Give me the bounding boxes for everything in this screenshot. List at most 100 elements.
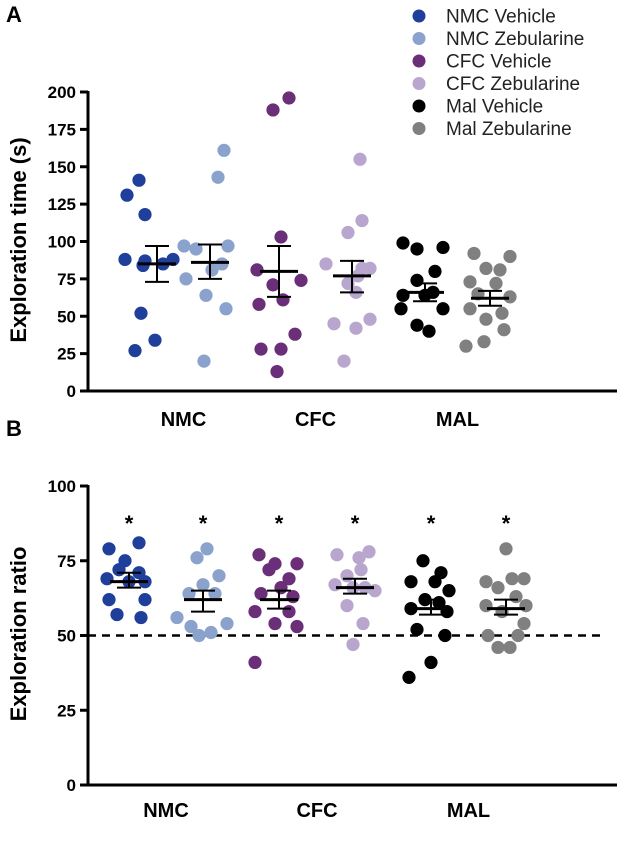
data-point <box>436 302 450 316</box>
data-point <box>349 321 363 335</box>
significance-marker: * <box>199 511 208 536</box>
data-point <box>134 610 148 625</box>
data-point <box>481 628 495 643</box>
y-tick-label: 100 <box>48 233 76 252</box>
data-point <box>184 619 198 634</box>
group-label: MAL <box>436 409 479 431</box>
data-point <box>328 578 342 592</box>
data-point <box>352 551 366 565</box>
legend-marker <box>412 122 426 135</box>
data-point <box>479 599 493 613</box>
data-point <box>509 590 523 604</box>
legend-label: NMC Vehicle <box>446 7 556 28</box>
data-point <box>288 327 302 341</box>
data-point <box>268 616 282 631</box>
data-point <box>519 599 533 613</box>
data-point <box>503 249 517 264</box>
data-point <box>497 323 511 337</box>
data-point <box>511 628 525 643</box>
data-point <box>196 578 210 592</box>
data-point <box>102 542 116 556</box>
data-point <box>362 545 376 559</box>
y-tick-label: 50 <box>57 307 76 326</box>
data-point <box>170 610 184 625</box>
data-point <box>266 103 280 117</box>
data-point <box>200 542 214 556</box>
significance-marker: * <box>125 511 134 536</box>
data-point <box>404 601 418 616</box>
data-point <box>363 312 377 326</box>
data-point <box>132 536 146 550</box>
data-point <box>102 593 116 607</box>
y-tick-label: 200 <box>48 83 76 102</box>
data-point <box>353 152 367 166</box>
data-point <box>404 575 418 589</box>
data-point <box>319 257 333 271</box>
data-point <box>416 554 430 568</box>
legend-label: Mal Zebularine <box>446 119 572 140</box>
data-point <box>262 563 276 577</box>
group-label: CFC <box>295 409 336 431</box>
significance-marker: * <box>427 511 436 536</box>
data-point <box>517 616 531 631</box>
data-point <box>252 297 266 311</box>
data-point <box>489 276 503 290</box>
data-point <box>463 302 477 316</box>
data-point <box>274 230 288 244</box>
data-point <box>477 335 491 349</box>
legend-marker <box>412 54 426 68</box>
data-point <box>410 242 424 256</box>
data-point <box>428 575 442 589</box>
data-point <box>337 354 351 368</box>
data-point <box>199 288 213 302</box>
group-label: NMC <box>161 409 207 431</box>
data-point <box>368 584 382 598</box>
panel-b-y-axis-label: Exploration ratio <box>6 547 31 722</box>
data-point <box>410 318 424 332</box>
y-tick-label: 75 <box>57 270 76 289</box>
significance-marker: * <box>502 511 511 536</box>
data-point <box>517 572 531 586</box>
legend-label: Mal Vehicle <box>446 97 543 118</box>
data-point <box>274 342 288 356</box>
data-point <box>499 542 513 556</box>
y-tick-label: 0 <box>67 776 76 795</box>
significance-marker: * <box>351 511 360 536</box>
data-point <box>503 640 517 655</box>
y-tick-label: 75 <box>57 552 76 571</box>
data-point <box>354 563 368 577</box>
y-tick-label: 175 <box>48 120 76 139</box>
data-point <box>495 306 509 320</box>
data-point <box>442 584 456 598</box>
data-point <box>134 306 148 320</box>
data-point <box>212 569 226 583</box>
data-point <box>440 604 454 619</box>
data-point <box>346 637 360 652</box>
data-point <box>294 273 308 287</box>
data-point <box>148 333 162 347</box>
data-point <box>252 548 266 562</box>
data-point <box>110 607 124 622</box>
y-tick-label: 0 <box>67 382 76 401</box>
data-point <box>132 173 146 187</box>
data-point <box>192 628 206 643</box>
data-point <box>282 91 296 105</box>
data-point <box>402 670 416 684</box>
data-point <box>266 278 280 292</box>
data-point <box>410 622 424 637</box>
data-point <box>290 619 304 634</box>
panel-a-letter: A <box>6 2 22 27</box>
data-point <box>491 581 505 595</box>
y-tick-label: 25 <box>57 701 76 720</box>
data-point <box>503 290 517 304</box>
data-point <box>394 302 408 316</box>
data-point <box>211 170 225 184</box>
y-tick-label: 125 <box>48 195 76 214</box>
data-point <box>493 263 507 277</box>
panel-b-letter: B <box>6 416 22 441</box>
data-point <box>363 261 377 276</box>
y-tick-label: 100 <box>48 477 76 496</box>
